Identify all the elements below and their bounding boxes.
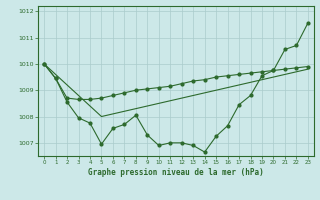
X-axis label: Graphe pression niveau de la mer (hPa): Graphe pression niveau de la mer (hPa) [88,168,264,177]
